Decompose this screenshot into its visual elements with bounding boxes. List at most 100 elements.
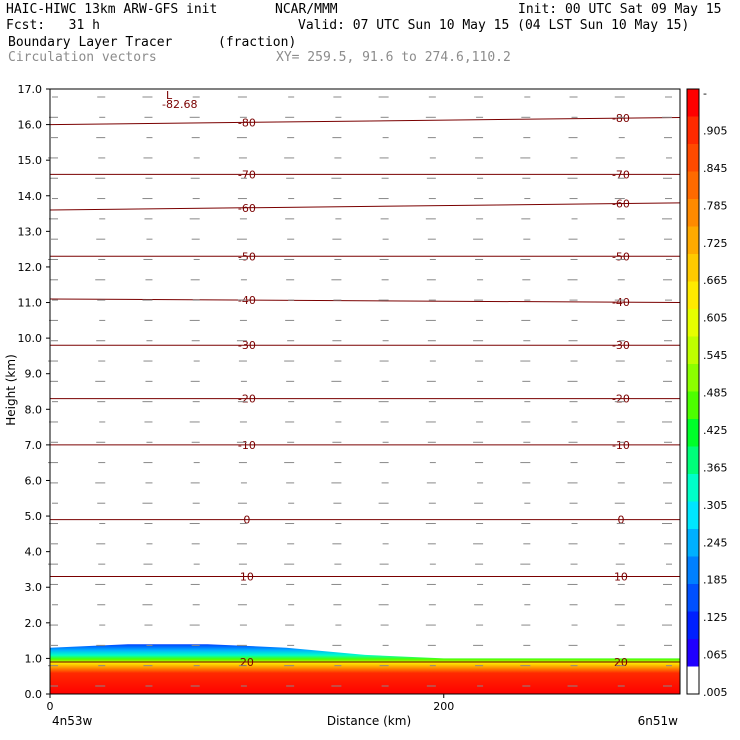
y-axis-ticks: 0.0 1.0 2.0 3.0 4.0 5.0 6.0 7.0 8.0 9.0 10.0 11.0 12… (18, 83, 50, 701)
colorbar-swatch (687, 501, 699, 530)
y-tick-label: 16.0 (18, 119, 43, 132)
contour-label: -20 (238, 393, 256, 406)
colorbar-swatch (687, 556, 699, 585)
colorbar-swatch (687, 281, 699, 310)
x-axis-ticks: 0 200 (47, 694, 454, 713)
org-label: NCAR/MMM (275, 2, 338, 17)
contour-label: -60 (238, 202, 256, 215)
colorbar-swatch (687, 391, 699, 420)
colorbar-swatch (687, 254, 699, 282)
colorbar-label: .905 (703, 124, 728, 137)
y-tick-label: 13.0 (18, 225, 43, 238)
colorbar-label: .845 (703, 162, 728, 175)
colorbar-swatch (687, 144, 699, 172)
cross-section-coords: XY= 259.5, 91.6 to 274.6,110.2 (276, 50, 511, 65)
field-name: Boundary Layer Tracer (8, 35, 173, 50)
vectors-label: Circulation vectors (8, 50, 157, 65)
colorbar-swatch (687, 639, 699, 667)
x-end-label: 6n51w (638, 714, 679, 728)
y-tick-label: 12.0 (18, 261, 43, 274)
y-tick-label: 0.0 (25, 688, 43, 701)
contour-label: -10 (612, 439, 630, 452)
y-tick-label: 2.0 (25, 617, 43, 630)
colorbar-frame (686, 88, 700, 695)
y-tick-label: 8.0 (25, 403, 43, 416)
colorbar-swatch (687, 309, 699, 337)
contour-label: -40 (612, 296, 630, 309)
colorbar-label: .245 (703, 536, 728, 549)
boundary-layer-tracer-area (50, 644, 680, 694)
colorbar-swatch (687, 611, 699, 640)
y-tick-label: 4.0 (25, 546, 43, 559)
contour-label: -20 (612, 393, 630, 406)
colorbar-swatch (687, 171, 699, 200)
valid-time: Valid: 07 UTC Sun 10 May 15 (04 LST Sun … (298, 18, 690, 33)
y-tick-label: 9.0 (25, 368, 43, 381)
colorbar: - .905 .845 .785 .725 .665 .605 .545 .485 .425 .36… (686, 87, 728, 699)
colorbar-swatch (687, 364, 699, 392)
colorbar-label: .785 (703, 199, 728, 212)
y-tick-label: 17.0 (18, 83, 43, 96)
x-tick-label: 0 (47, 700, 54, 713)
colorbar-swatch (687, 419, 699, 447)
init-time: Init: 00 UTC Sat 09 May 15 (518, 2, 722, 17)
minimum-value: -82.68 (162, 98, 197, 111)
contour-label: 20 (240, 656, 254, 669)
contour-label: 0 (617, 514, 624, 527)
colorbar-swatch (687, 666, 699, 695)
contour-label: -30 (238, 339, 256, 352)
colorbar-label: .365 (703, 461, 728, 474)
boundary-layer-fill (50, 644, 680, 694)
colorbar-swatch (687, 199, 699, 227)
contour-label: -70 (238, 168, 256, 181)
colorbar-swatch (687, 89, 699, 117)
contour-label: -80 (238, 116, 256, 129)
colorbar-swatch (687, 116, 699, 145)
contour-line (49, 202, 681, 211)
colorbar-label: .725 (703, 237, 728, 250)
y-tick-label: 7.0 (25, 439, 43, 452)
y-tick-label: 5.0 (25, 510, 43, 523)
contour-label: -30 (612, 339, 630, 352)
contour-label: -60 (612, 198, 630, 211)
contour-label: 20 (614, 656, 628, 669)
contour-line (49, 116, 681, 126)
colorbar-label: .185 (703, 574, 728, 587)
colorbar-label: .425 (703, 424, 728, 437)
y-tick-label: 11.0 (18, 297, 43, 310)
y-tick-label: 10.0 (18, 332, 43, 345)
colorbar-label: .665 (703, 274, 728, 287)
x-tick-label: 200 (433, 700, 454, 713)
circulation-vectors (48, 96, 672, 687)
colorbar-label: .605 (703, 312, 728, 325)
minimum-marker: L (166, 89, 173, 102)
forecast-hour: Fcst: 31 h (6, 18, 100, 33)
colorbar-label: .485 (703, 387, 728, 400)
contour-label: 10 (614, 571, 628, 584)
contour-line (49, 298, 681, 304)
y-axis-title: Height (km) (4, 354, 18, 425)
field-units: (fraction) (218, 35, 297, 50)
y-tick-label: 15.0 (18, 154, 43, 167)
y-tick-label: 3.0 (25, 581, 43, 594)
contour-label: 0 (243, 514, 250, 527)
colorbar-swatch (687, 584, 699, 612)
y-tick-label: 6.0 (25, 474, 43, 487)
colorbar-swatch (687, 446, 699, 475)
x-axis-title: Distance (km) (327, 714, 411, 728)
plot-frame (49, 88, 681, 695)
contour-label: -80 (612, 112, 630, 125)
model-title: HAIC-HIWC 13km ARW-GFS init (6, 2, 218, 17)
colorbar-label: - (703, 87, 707, 100)
colorbar-label: .305 (703, 499, 728, 512)
colorbar-label: .005 (703, 686, 728, 699)
x-start-label: 4n53w (52, 714, 93, 728)
contour-label: -10 (238, 439, 256, 452)
contour-label: -50 (612, 250, 630, 263)
y-tick-label: 14.0 (18, 190, 43, 203)
contour-label: -70 (612, 168, 630, 181)
colorbar-label: .125 (703, 611, 728, 624)
contour-label: 10 (240, 571, 254, 584)
y-tick-label: 1.0 (25, 652, 43, 665)
